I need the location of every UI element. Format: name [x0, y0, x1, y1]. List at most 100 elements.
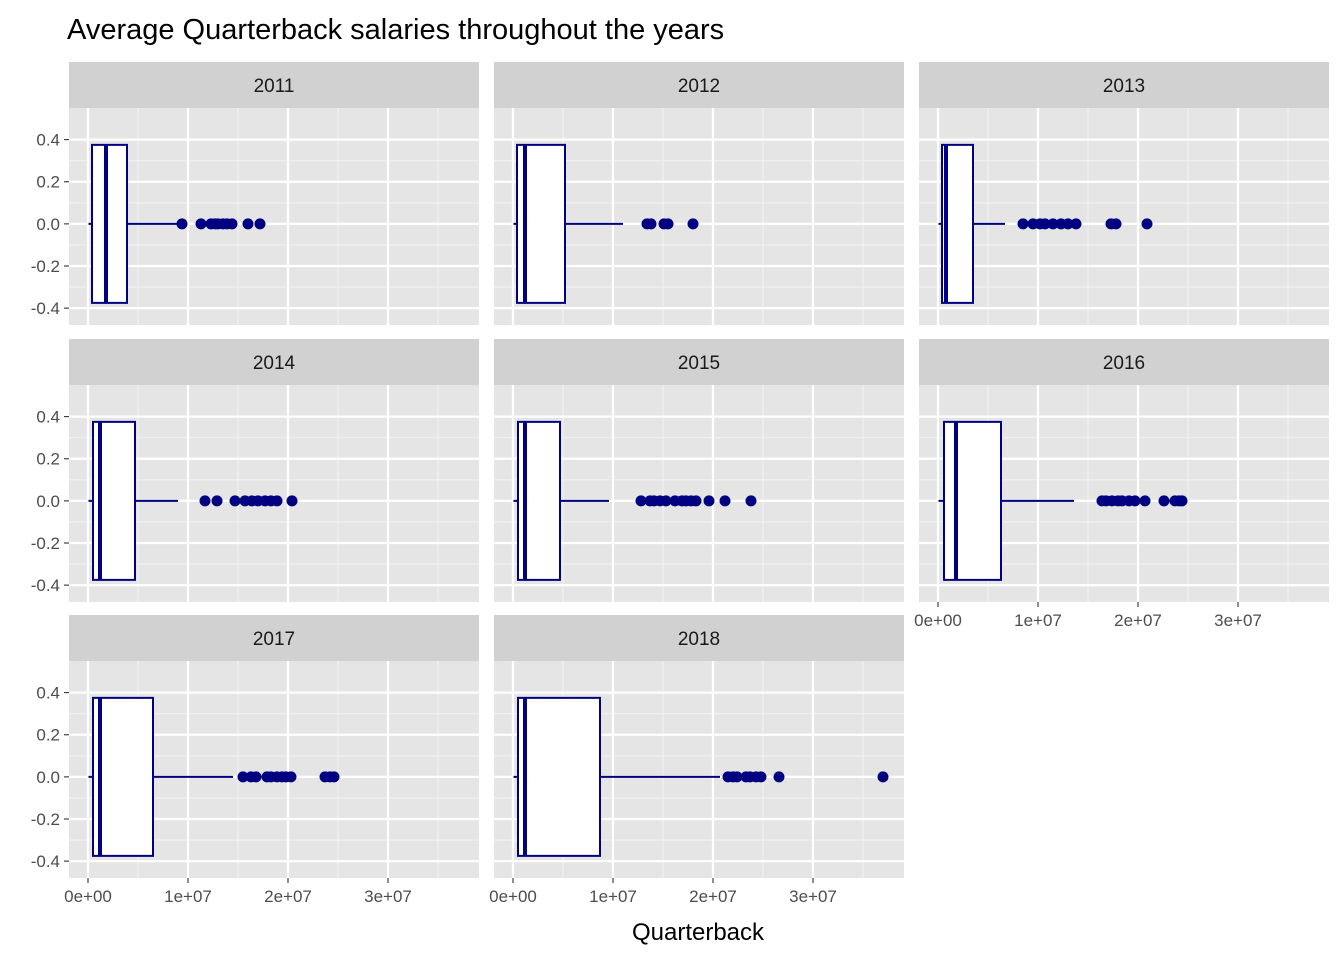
y-tick-label: -0.4 [31, 576, 60, 595]
x-tick-label: 1e+07 [1014, 611, 1062, 630]
outlier-point [719, 495, 731, 507]
outlier-point [1039, 218, 1051, 230]
x-tick-label: 1e+07 [164, 887, 212, 906]
x-tick-label: 2e+07 [689, 887, 737, 906]
panel-background [69, 385, 479, 602]
outlier-point [237, 771, 249, 783]
y-tick-label: 0.2 [36, 173, 60, 192]
facet-strip-label: 2011 [254, 76, 295, 97]
facet-panel-2018: 2018 0e+00 1e+07 2e+07 3e+07 [489, 615, 904, 906]
outlier-point [242, 218, 254, 230]
y-tick-label: 0.0 [36, 768, 60, 787]
outlier-point [211, 495, 223, 507]
outlier-point [1158, 495, 1170, 507]
outlier-point [1139, 495, 1151, 507]
y-tick-label: 0.0 [36, 492, 60, 511]
outlier-point [286, 495, 298, 507]
outlier-point [176, 218, 188, 230]
outlier-point [745, 495, 757, 507]
panel-background [919, 108, 1329, 325]
outlier-point [254, 218, 266, 230]
x-axis-title: Quarterback [632, 919, 765, 946]
x-tick-label: 3e+07 [789, 887, 837, 906]
facet-strip-label: 2018 [678, 629, 720, 650]
outlier-point [1062, 218, 1074, 230]
facet-panel-2011: 2011 0.4 0.2 0.0 -0.2 -0.4 [31, 62, 479, 325]
iqr-box [943, 420, 1002, 581]
y-tick-label: 0.2 [36, 726, 60, 745]
outlier-point [1110, 218, 1122, 230]
outlier-point [755, 771, 767, 783]
x-tick-label: 2e+07 [264, 887, 312, 906]
x-tick-label: 0e+00 [914, 611, 962, 630]
facet-strip-label: 2015 [678, 353, 720, 374]
outlier-point [285, 771, 297, 783]
iqr-box [517, 696, 601, 857]
outlier-point [645, 218, 657, 230]
facet-panel-2017: 2017 0.4 0.2 0.0 -0.2 -0.40e+00 1e+07 2e+07 3e+0… [31, 615, 479, 906]
outlier-point [773, 771, 785, 783]
y-tick-label: -0.4 [31, 852, 60, 871]
x-tick-label: 0e+00 [489, 887, 537, 906]
panel-background [69, 108, 479, 325]
outlier-point [328, 771, 340, 783]
y-tick-label: 0.2 [36, 450, 60, 469]
outlier-point [703, 495, 715, 507]
y-tick-label: 0.4 [36, 131, 60, 150]
iqr-box [92, 696, 154, 857]
outlier-point [1129, 495, 1141, 507]
facet-strip-label: 2012 [678, 76, 720, 97]
facet-strip [69, 62, 479, 108]
facet-strip [69, 339, 479, 385]
outlier-point [229, 495, 241, 507]
facet-strip [69, 615, 479, 661]
outlier-point [1070, 218, 1082, 230]
y-tick-label: -0.4 [31, 299, 60, 318]
facet-strip-label: 2014 [253, 353, 296, 374]
facet-strip [919, 62, 1329, 108]
y-tick-label: 0.4 [36, 408, 60, 427]
outlier-point [250, 771, 262, 783]
chart-title: Average Quarterback salaries throughout … [67, 14, 724, 46]
outlier-point [226, 218, 238, 230]
facet-panel-2014: 2014 0.4 0.2 0.0 -0.2 -0.4 [31, 339, 479, 602]
iqr-box [91, 143, 128, 304]
facet-panel-2013: 2013 [919, 62, 1329, 325]
outlier-point [660, 495, 672, 507]
y-tick-label: 0.4 [36, 684, 60, 703]
outlier-point [1141, 218, 1153, 230]
facet-strip-label: 2013 [1103, 76, 1145, 97]
outlier-point [195, 218, 207, 230]
facet-panel-2016: 2016 0e+00 1e+07 2e+07 3e+07 [914, 339, 1329, 630]
outlier-point [731, 771, 743, 783]
outlier-point [690, 495, 702, 507]
y-tick-label: 0.0 [36, 215, 60, 234]
facet-strip-label: 2016 [1103, 353, 1145, 374]
x-tick-label: 3e+07 [364, 887, 412, 906]
facet-panel-2015: 2015 [494, 339, 904, 602]
outlier-point [635, 495, 647, 507]
facet-strip-label: 2017 [253, 629, 295, 650]
facet-strip [919, 339, 1329, 385]
outlier-point [1176, 495, 1188, 507]
outlier-point [1047, 218, 1059, 230]
outlier-point [1017, 218, 1029, 230]
facet-strip [494, 339, 904, 385]
outlier-point [199, 495, 211, 507]
x-tick-label: 3e+07 [1214, 611, 1262, 630]
y-tick-label: -0.2 [31, 810, 60, 829]
x-tick-label: 2e+07 [1114, 611, 1162, 630]
x-tick-label: 1e+07 [589, 887, 637, 906]
y-tick-label: -0.2 [31, 257, 60, 276]
outlier-point [687, 218, 699, 230]
facet-panels: 2011 0.4 0.2 0.0 -0.2 -0.4 2012 2013 2014 0.4 0.2 0… [31, 62, 1329, 906]
outlier-point [271, 495, 283, 507]
outlier-point [662, 218, 674, 230]
y-tick-label: -0.2 [31, 534, 60, 553]
facet-strip [494, 615, 904, 661]
x-tick-label: 0e+00 [64, 887, 112, 906]
outlier-point [877, 771, 889, 783]
facet-panel-2012: 2012 [494, 62, 904, 325]
facet-strip [494, 62, 904, 108]
